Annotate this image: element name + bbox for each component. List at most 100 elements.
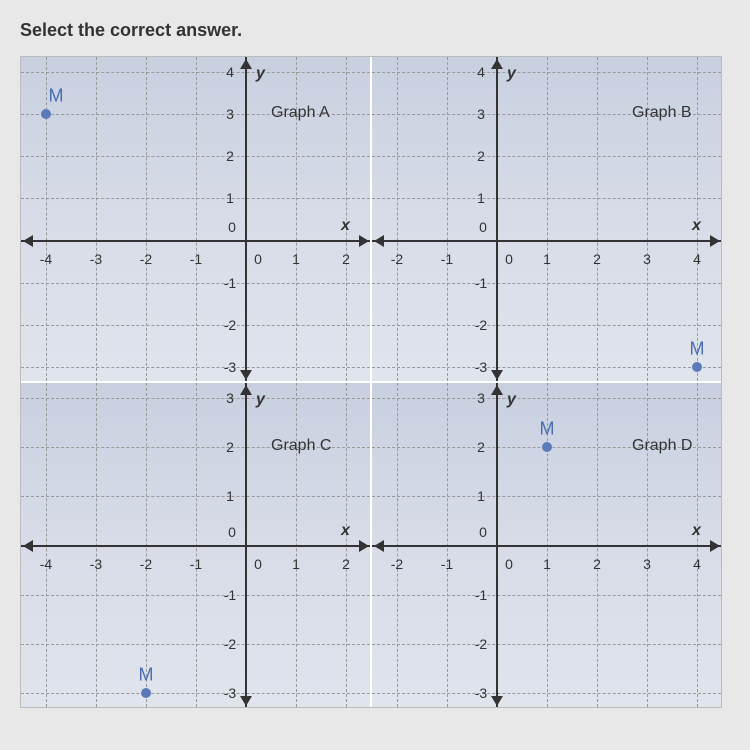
x-tick-label: -2 [391,556,403,572]
grid-hline [372,644,721,645]
grid-hline [372,595,721,596]
y-tick-label: 4 [226,64,234,80]
grid-hline [21,156,370,157]
graph-d[interactable]: -2-1123400-3-2-1123yxGraph DM [372,383,721,707]
graph-title: Graph A [271,104,330,122]
grid-hline [372,367,721,368]
graph-title: Graph D [632,437,692,455]
arrow-left-icon [374,540,384,552]
y-tick-label: 1 [226,190,234,206]
x-tick-label: -1 [441,556,453,572]
x-tick-label: 3 [643,556,651,572]
y-tick-label: 1 [226,488,234,504]
y-tick-label: 3 [226,390,234,406]
x-tick-label: -4 [40,251,52,267]
y-tick-label: -2 [224,317,236,333]
y-tick-label: -3 [475,359,487,375]
origin-y-label: 0 [228,524,236,540]
y-tick-label: -1 [475,587,487,603]
x-axis [21,545,370,547]
grid-hline [372,72,721,73]
origin-y-label: 0 [479,219,487,235]
x-tick-label: -2 [140,251,152,267]
grid-hline [372,325,721,326]
question-text: Select the correct answer. [20,20,730,41]
grid-vline [447,57,448,381]
point-label: M [139,665,154,686]
grid-vline [597,57,598,381]
y-tick-label: 3 [477,390,485,406]
y-axis-label: y [256,65,265,83]
y-tick-label: 1 [477,488,485,504]
x-tick-label: -1 [441,251,453,267]
grid-vline [196,57,197,381]
x-axis-label: x [692,522,701,540]
y-tick-label: -1 [224,587,236,603]
y-tick-label: 1 [477,190,485,206]
x-axis [21,240,370,242]
graphs-grid: -4 -3 -2 -1 1 2 0 0 -3 -2 -1 1 2 3 4 y x Graph A M -2 -1 1 2 3… [20,56,722,708]
grid-hline [372,156,721,157]
arrow-left-icon [23,540,33,552]
graph-c[interactable]: -4-3-2-11200-3-2-1123yxGraph CM [21,383,370,707]
point-label: M [690,339,705,360]
grid-hline [21,496,370,497]
y-tick-label: 2 [226,148,234,164]
grid-vline [46,57,47,381]
x-tick-label: -2 [391,251,403,267]
y-axis [245,383,247,707]
x-tick-label: 1 [292,251,300,267]
grid-hline [21,398,370,399]
x-tick-label: -1 [190,251,202,267]
y-axis-label: y [256,391,265,409]
grid-hline [21,198,370,199]
x-tick-label: -2 [140,556,152,572]
arrow-left-icon [374,235,384,247]
grid-hline [21,595,370,596]
grid-hline [21,693,370,694]
x-tick-label: 2 [593,556,601,572]
grid-hline [372,283,721,284]
arrow-down-icon [491,370,503,380]
grid-vline [397,57,398,381]
arrow-down-icon [240,696,252,706]
grid-hline [21,325,370,326]
x-tick-label: -4 [40,556,52,572]
graph-a[interactable]: -4-3-2-11200-3-2-11234yxGraph AM [21,57,370,381]
graph-b[interactable]: -2-1123400-3-2-11234yxGraph BM [372,57,721,381]
y-tick-label: -1 [224,275,236,291]
y-axis-label: y [507,65,516,83]
grid-hline [21,72,370,73]
y-tick-label: -2 [475,317,487,333]
point-m [141,688,151,698]
x-tick-label: 3 [643,251,651,267]
y-tick-label: -3 [224,359,236,375]
y-axis [496,383,498,707]
x-axis [372,545,721,547]
x-tick-label: 1 [543,251,551,267]
graph-title: Graph B [632,104,692,122]
grid-vline [96,57,97,381]
origin-x-label: 0 [505,251,513,267]
x-tick-label: -1 [190,556,202,572]
y-tick-label: -3 [224,685,236,701]
arrow-up-icon [240,59,252,69]
grid-vline [146,57,147,381]
x-tick-label: 1 [292,556,300,572]
origin-y-label: 0 [479,524,487,540]
origin-x-label: 0 [254,556,262,572]
x-tick-label: 2 [593,251,601,267]
y-tick-label: -2 [475,636,487,652]
y-axis [496,57,498,381]
origin-x-label: 0 [254,251,262,267]
graph-title: Graph C [271,437,331,455]
x-tick-label: 4 [693,251,701,267]
arrow-right-icon [710,540,720,552]
arrow-up-icon [491,59,503,69]
x-tick-label: 4 [693,556,701,572]
arrow-right-icon [710,235,720,247]
point-label: M [49,86,64,107]
grid-hline [372,198,721,199]
x-tick-label: 1 [543,556,551,572]
point-m [542,442,552,452]
